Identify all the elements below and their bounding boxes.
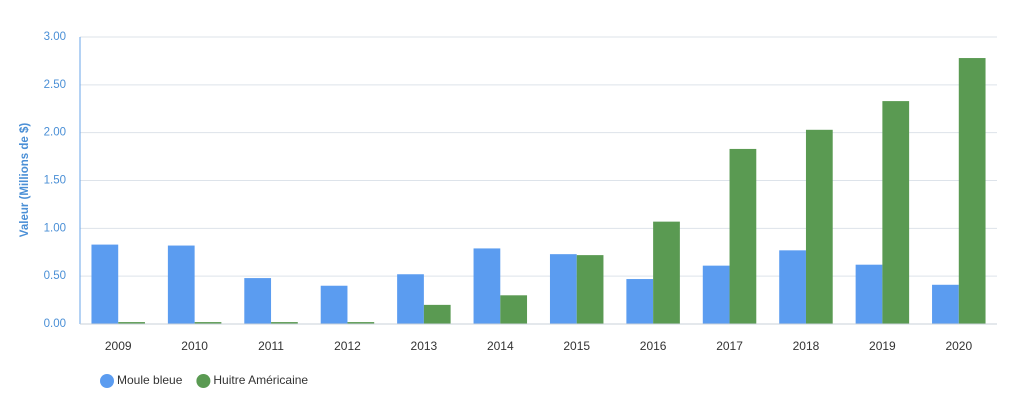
bar (576, 255, 604, 324)
bar (729, 148, 757, 324)
x-tick-label: 2013 (411, 339, 438, 353)
x-tick-label: 2012 (334, 339, 361, 353)
bar (500, 295, 528, 324)
legend-marker (196, 374, 211, 388)
bar (167, 245, 195, 324)
x-tick-label: 2016 (640, 339, 667, 353)
y-tick-label: 2.00 (44, 127, 66, 139)
bar (626, 279, 654, 324)
y-tick-label: 0.00 (44, 318, 66, 330)
x-tick-label: 2011 (258, 339, 284, 353)
bar (91, 244, 119, 324)
legend-marker (100, 374, 114, 388)
x-tick-label: 2009 (105, 339, 132, 353)
bar (244, 278, 272, 324)
x-tick-label: 2019 (869, 339, 896, 353)
y-tick-label: 3.00 (44, 31, 66, 43)
bar (805, 129, 833, 324)
bar (320, 285, 348, 324)
bar (702, 265, 730, 324)
bar (958, 58, 986, 325)
bar (347, 322, 375, 324)
y-tick-label: 2.50 (44, 79, 66, 91)
x-tick-label: 2018 (793, 339, 820, 353)
legend-label: Moule bleue (117, 373, 183, 387)
x-tick-label: 2017 (716, 339, 743, 353)
bar (855, 264, 883, 324)
bar (423, 304, 451, 324)
x-tick-label: 2015 (563, 339, 590, 353)
x-tick-label: 2020 (945, 339, 972, 353)
y-tick-label: 0.50 (44, 270, 66, 282)
bar (118, 322, 145, 324)
bar (779, 250, 806, 324)
bar (397, 274, 424, 324)
y-axis-label: Valeur (Millions de $) (19, 123, 31, 238)
bar (194, 322, 222, 324)
bar (882, 101, 910, 324)
legend-label: Huitre Américaine (213, 373, 308, 387)
x-tick-label: 2014 (487, 339, 514, 353)
bar (473, 248, 501, 324)
x-tick-label: 2010 (181, 339, 208, 353)
bar (653, 221, 680, 324)
y-tick-label: 1.50 (44, 175, 66, 187)
bar (549, 254, 577, 324)
y-tick-label: 1.00 (44, 222, 66, 234)
bar (932, 284, 959, 324)
bar (271, 322, 298, 324)
